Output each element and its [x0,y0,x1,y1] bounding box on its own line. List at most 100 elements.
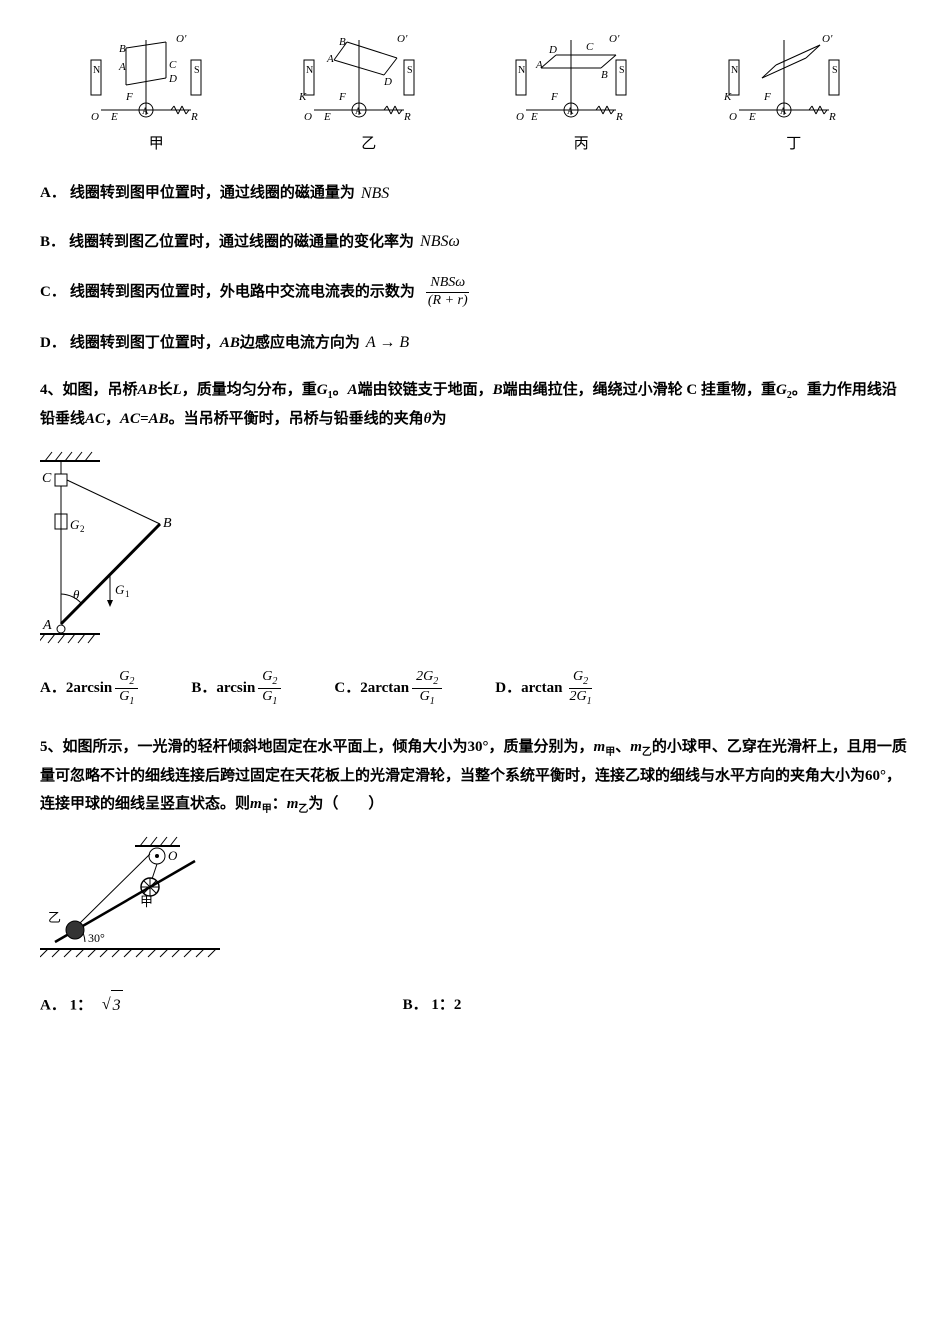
q4-prefix: 4、如图，吊桥 [40,382,138,398]
q4-t4: 端由铰链支于地面， [358,382,493,398]
q4-ACeq: AC=AB [120,411,169,427]
q4-B: B [493,382,503,398]
q4-opt-b: B． arcsin G2 G1 [191,669,284,708]
opt-a-label: A． [40,179,66,208]
q4a-dsub: 1 [129,696,134,707]
q5-a2: 60° [865,768,886,784]
q5a-sqrt: 3 [111,990,123,1021]
q4-ab: AB [138,382,158,398]
svg-text:A: A [42,618,52,633]
q4-t2: ，质量均匀分布，重 [182,382,317,398]
q4b-func: arcsin [216,674,255,703]
q4a-num: G [119,669,129,684]
svg-text:F: F [125,91,133,103]
svg-text:R: R [828,111,836,123]
q4-t10: 为 [431,411,446,427]
option-c: C． 线圈转到图丙位置时，外电路中交流电流表的示数为 NBSω (R + r) [40,275,910,310]
svg-text:A: A [567,106,574,116]
svg-text:E: E [323,111,331,123]
svg-text:O: O [729,111,737,123]
q4-AC: AC [85,411,105,427]
svg-text:B: B [339,36,346,48]
q4-A: A [348,382,358,398]
svg-text:E: E [110,111,118,123]
q5b-label: B． [403,997,428,1013]
q5-m3: m [250,796,262,812]
svg-text:G: G [115,582,125,597]
q4b-num: G [262,669,272,684]
svg-text:B: B [119,43,126,55]
q4-g1: G [317,382,328,398]
q4c-den: G [420,689,430,704]
q5-t2: ，质量分别为， [489,739,594,755]
opt-d-formula: A → B [366,328,409,358]
opt-c-label: C． [40,278,66,307]
svg-text:F: F [550,91,558,103]
svg-text:N: N [306,65,313,76]
q4b-den: G [262,689,272,704]
opt-d-label: D． [40,329,66,358]
q4c-label: C． [334,674,360,703]
q5-m1: m [594,739,606,755]
q4b-dsub: 1 [272,696,277,707]
circuit-svg-4: N S O' K A O E F R [714,30,874,125]
svg-text:B: B [163,516,172,531]
q4d-num: G [573,669,583,684]
q4-opt-c: C． 2arctan 2G2 G1 [334,669,445,708]
q4-g2: G [776,382,787,398]
q4a-func: 2arcsin [66,674,112,703]
svg-text:θ: θ [73,587,80,602]
q5-options: A． 1： 3 B． 1：2 [40,990,910,1021]
opt-d-text3: 边感应电流方向为 [240,329,360,358]
q4-options: A． 2arcsin G2 G1 B． arcsin G2 G1 C． 2arc… [40,669,910,708]
svg-text:S: S [407,65,413,76]
q4b-label: B． [191,674,216,703]
q4b-nsub: 2 [272,676,277,687]
opt-b-label: B． [40,228,65,257]
fig-label-1: 甲 [50,130,263,159]
q5-opt-b: B． 1：2 [403,991,462,1020]
q5-t3: 、 [615,739,630,755]
q5a-text: 1： [70,997,93,1013]
opt-b-text: 线圈转到图乙位置时，通过线圈的磁通量的变化率为 [69,228,414,257]
svg-text:K: K [723,91,732,103]
q4a-nsub: 2 [129,676,134,687]
q5-opt-a: A． 1： 3 [40,990,123,1021]
svg-text:F: F [763,91,771,103]
q4-t3: 。 [333,382,348,398]
fig-label-4: 丁 [688,130,901,159]
figure-yi: N S A B D O' K A O E F R 乙 [263,30,476,159]
svg-text:F: F [338,91,346,103]
svg-text:A: A [355,106,362,116]
svg-text:O': O' [609,33,620,45]
svg-text:R: R [615,111,623,123]
svg-text:O: O [304,111,312,123]
svg-text:1: 1 [125,589,130,599]
option-d: D． 线圈转到图丁位置时， AB 边感应电流方向为 A → B [40,328,910,358]
q5-t1: 5、如图所示，一光滑的轻杆倾斜地固定在水平面上，倾角大小为 [40,739,468,755]
q5-t6: 为（ ） [308,796,383,812]
q4d-label: D． [495,674,521,703]
q4a-label: A． [40,674,66,703]
svg-text:D: D [383,76,392,88]
q5-text: 5、如图所示，一光滑的轻杆倾斜地固定在水平面上，倾角大小为30°，质量分别为，m… [40,733,910,820]
svg-text:A: A [118,61,126,73]
svg-text:A: A [780,106,787,116]
q4-opt-d: D． arctan G2 2G1 [495,669,598,708]
svg-text:B: B [601,69,608,81]
svg-text:C: C [586,41,594,53]
svg-text:R: R [403,111,411,123]
q5-m4: m [287,796,299,812]
q5-m2sub: 乙 [642,747,652,758]
svg-text:A: A [535,59,543,71]
q5-m3sub: 甲 [262,804,272,815]
figure-jia: N S B A C D O' A O E F R [50,30,263,159]
opt-d-ab: AB [220,329,240,358]
svg-text:O: O [91,111,99,123]
q4-t6: 挂重物，重 [701,382,776,398]
svg-text:A: A [142,106,149,116]
fig-label-3: 丙 [475,130,688,159]
svg-text:甲: 甲 [140,894,153,909]
q4d-den: 2G [570,689,587,704]
opt-c-text: 线圈转到图丙位置时，外电路中交流电流表的示数为 [70,278,415,307]
